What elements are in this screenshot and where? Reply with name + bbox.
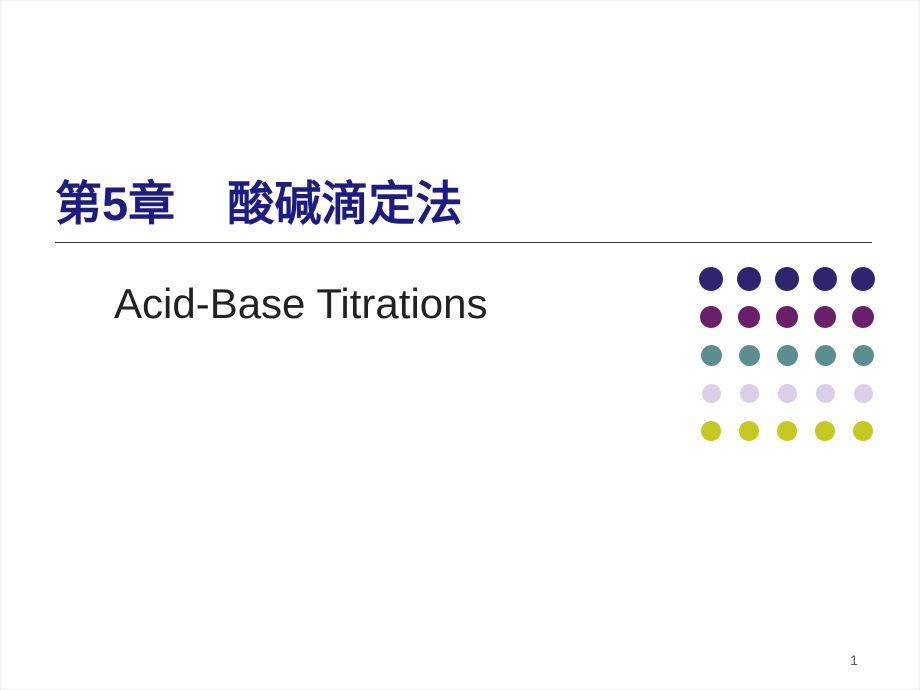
decorative-dot — [737, 267, 761, 291]
decorative-dot — [854, 384, 873, 403]
decorative-dot — [815, 345, 836, 366]
decorative-dot — [853, 345, 874, 366]
decorative-dot — [777, 421, 797, 441]
decorative-dot — [814, 306, 836, 328]
decorative-dot — [699, 267, 723, 291]
decorative-dot — [852, 306, 874, 328]
page-number: 1 — [850, 652, 858, 668]
decorative-dot — [740, 384, 759, 403]
decorative-dot — [739, 421, 759, 441]
decorative-dot — [816, 384, 835, 403]
chapter-subtitle: Acid-Base Titrations — [114, 279, 488, 329]
decorative-dot — [701, 345, 722, 366]
decorative-dot — [853, 421, 873, 441]
title-underline — [55, 242, 872, 243]
decorative-dot — [777, 345, 798, 366]
dot-grid-graphic — [692, 260, 882, 450]
slide: 第5章 酸碱滴定法 Acid-Base Titrations 1 — [0, 0, 920, 690]
decorative-dot — [851, 267, 875, 291]
decorative-dot — [700, 306, 722, 328]
decorative-dot — [701, 421, 721, 441]
chapter-title: 第5章 酸碱滴定法 — [55, 176, 872, 232]
decorative-dot — [738, 306, 760, 328]
decorative-dot — [775, 267, 799, 291]
decorative-dot — [778, 384, 797, 403]
decorative-dot — [815, 421, 835, 441]
decorative-dot — [776, 306, 798, 328]
decorative-dot — [702, 384, 721, 403]
title-block: 第5章 酸碱滴定法 — [55, 176, 872, 243]
decorative-dot — [739, 345, 760, 366]
decorative-dot — [813, 267, 837, 291]
